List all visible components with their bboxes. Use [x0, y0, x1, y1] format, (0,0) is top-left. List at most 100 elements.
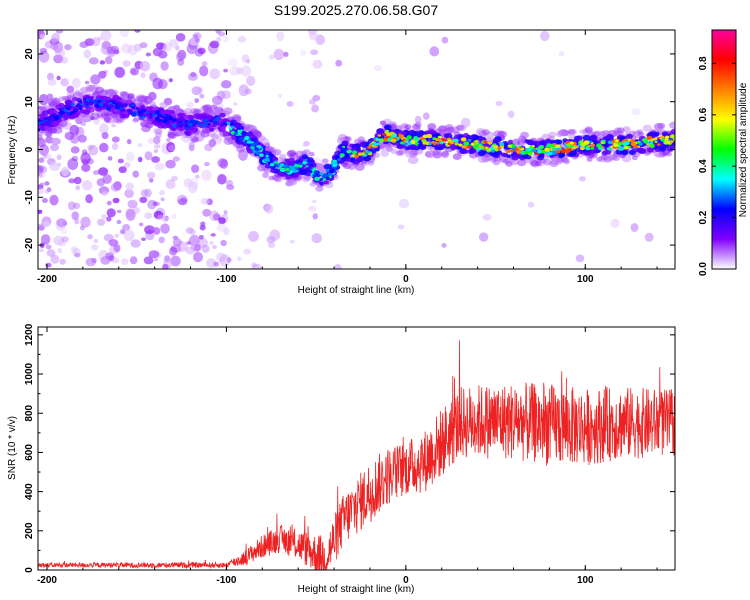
snr-ytick-label: 0 — [24, 567, 35, 573]
spectrogram-cell — [319, 178, 324, 181]
spectrogram-cell — [81, 180, 93, 191]
spectrogram-cell — [503, 143, 509, 148]
spectrogram-cell — [365, 150, 369, 153]
spectrogram-cell — [131, 106, 136, 109]
spectrogram-cell — [105, 106, 111, 111]
spectrogram-cell — [110, 183, 121, 192]
spectrogram-cell — [272, 150, 280, 156]
spectrogram-cell — [38, 164, 43, 176]
spectrogram-cell — [569, 141, 574, 145]
spectrogram-cell — [111, 142, 119, 151]
spectrogram-cell — [60, 78, 69, 87]
spectrogram-cell — [420, 131, 426, 136]
spectrogram-cell — [152, 77, 163, 90]
spectrogram-cell — [55, 117, 60, 120]
spectrogram-cell — [68, 201, 76, 211]
spectrogram-cell — [340, 147, 347, 153]
spectrogram-cell — [283, 51, 289, 57]
spectrogram-cell — [566, 143, 571, 147]
spectrogram-cell — [171, 213, 177, 220]
spectrogram-cell — [558, 51, 565, 57]
spectrogram-cell — [369, 137, 375, 142]
spectrogram-ytick-label: 20 — [24, 48, 35, 60]
spectrogram-cell — [669, 140, 674, 144]
spectrogram-cell — [199, 224, 206, 231]
spectrogram-cell — [441, 36, 449, 44]
spectrogram-cell — [136, 95, 147, 103]
spectrogram-cell — [73, 202, 81, 210]
spectrogram-cell — [354, 163, 365, 171]
spectrogram-cell — [467, 145, 471, 149]
spectrogram-cell — [149, 177, 154, 183]
spectrogram-cell — [303, 140, 310, 147]
spectrogram-cell — [122, 224, 131, 231]
spectrogram-cell — [411, 140, 416, 144]
spectrogram-cell — [81, 163, 91, 172]
spectrogram-cell — [177, 58, 185, 66]
spectrogram-cell — [672, 135, 675, 140]
spectrogram-cell — [217, 174, 227, 185]
spectrogram-cell — [197, 238, 208, 248]
spectrogram-cell — [147, 138, 155, 144]
spectrogram-cell — [168, 39, 179, 48]
spectrogram-cell — [383, 137, 388, 142]
spectrogram-cell — [45, 262, 52, 268]
spectrogram-cell — [379, 120, 386, 126]
spectrogram-cell — [623, 140, 630, 146]
spectrogram-cell — [148, 250, 160, 259]
spectrogram-cell — [244, 137, 249, 141]
spectrogram-cell — [114, 103, 120, 107]
spectrogram-cell — [207, 123, 211, 126]
spectrogram-cell — [130, 68, 139, 76]
spectrogram-cell — [88, 57, 99, 65]
spectrogram-cell — [363, 155, 372, 162]
spectrogram-cell — [216, 223, 227, 232]
spectrogram-cell — [598, 147, 603, 151]
spectrogram-cell — [88, 101, 94, 106]
spectrogram-cell — [299, 169, 308, 175]
spectrogram-cell — [125, 182, 134, 191]
colorbar-ramp — [712, 30, 736, 269]
spectrogram-cell — [368, 151, 372, 154]
spectrogram-cell — [422, 112, 430, 120]
spectrogram-cell — [339, 153, 345, 158]
spectrogram-cell — [133, 43, 142, 52]
spectrogram-cell — [198, 235, 204, 240]
spectrogram-cell — [106, 216, 112, 222]
spectrogram-cell — [638, 148, 647, 154]
spectrogram-cell — [151, 156, 161, 163]
spectrogram-cell — [565, 148, 569, 151]
spectrogram-cell — [175, 45, 180, 51]
spectrogram-cell — [579, 146, 586, 151]
spectrogram-cell — [292, 169, 297, 173]
spectrogram-cell — [201, 61, 208, 67]
spectrogram-cell — [233, 132, 238, 136]
spectrogram-cell — [114, 105, 121, 110]
spectrogram-cell — [38, 127, 41, 132]
spectrogram-cell — [202, 104, 212, 112]
spectrogram-cell — [378, 138, 385, 143]
spectrogram-cell — [543, 158, 552, 166]
spectrogram-cell — [110, 90, 118, 96]
spectrogram-cell — [650, 138, 655, 142]
spectrogram-cell — [113, 244, 121, 253]
spectrogram-cell — [607, 147, 612, 151]
spectrogram-cell — [71, 155, 79, 161]
spectrogram-cell — [386, 132, 391, 136]
spectrogram-cell — [227, 58, 239, 67]
spectrogram-cell — [219, 124, 224, 127]
spectrogram-cell — [114, 66, 125, 78]
spectrogram-cell — [557, 157, 564, 163]
spectrogram-cell — [176, 124, 180, 128]
spectrogram-cell — [160, 223, 170, 234]
spectrogram-cell — [85, 194, 93, 204]
spectrogram-cell — [79, 41, 89, 48]
spectrogram-cell — [289, 169, 294, 174]
spectrogram-cell — [237, 256, 242, 262]
colorbar-tick-label: 0.6 — [698, 107, 709, 121]
spectrogram-cell — [127, 44, 138, 56]
spectrogram-cell — [457, 133, 464, 139]
spectrogram-cell — [266, 235, 276, 244]
spectrogram-cell — [313, 167, 316, 170]
